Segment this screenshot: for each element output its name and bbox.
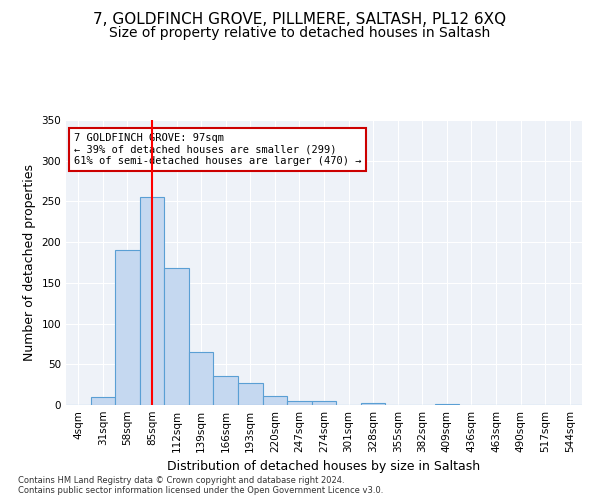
- Bar: [91, 397, 115, 405]
- Text: Contains HM Land Registry data © Crown copyright and database right 2024.
Contai: Contains HM Land Registry data © Crown c…: [18, 476, 383, 495]
- Y-axis label: Number of detached properties: Number of detached properties: [23, 164, 36, 361]
- Bar: [164, 268, 189, 405]
- X-axis label: Distribution of detached houses by size in Saltash: Distribution of detached houses by size …: [167, 460, 481, 473]
- Bar: [434, 404, 459, 405]
- Bar: [214, 376, 238, 405]
- Bar: [287, 401, 312, 405]
- Text: Size of property relative to detached houses in Saltash: Size of property relative to detached ho…: [109, 26, 491, 40]
- Bar: [263, 396, 287, 405]
- Text: 7, GOLDFINCH GROVE, PILLMERE, SALTASH, PL12 6XQ: 7, GOLDFINCH GROVE, PILLMERE, SALTASH, P…: [94, 12, 506, 28]
- Bar: [361, 402, 385, 405]
- Text: 7 GOLDFINCH GROVE: 97sqm
← 39% of detached houses are smaller (299)
61% of semi-: 7 GOLDFINCH GROVE: 97sqm ← 39% of detach…: [74, 133, 361, 166]
- Bar: [312, 401, 336, 405]
- Bar: [115, 250, 140, 405]
- Bar: [238, 383, 263, 405]
- Bar: [189, 352, 214, 405]
- Bar: [140, 198, 164, 405]
